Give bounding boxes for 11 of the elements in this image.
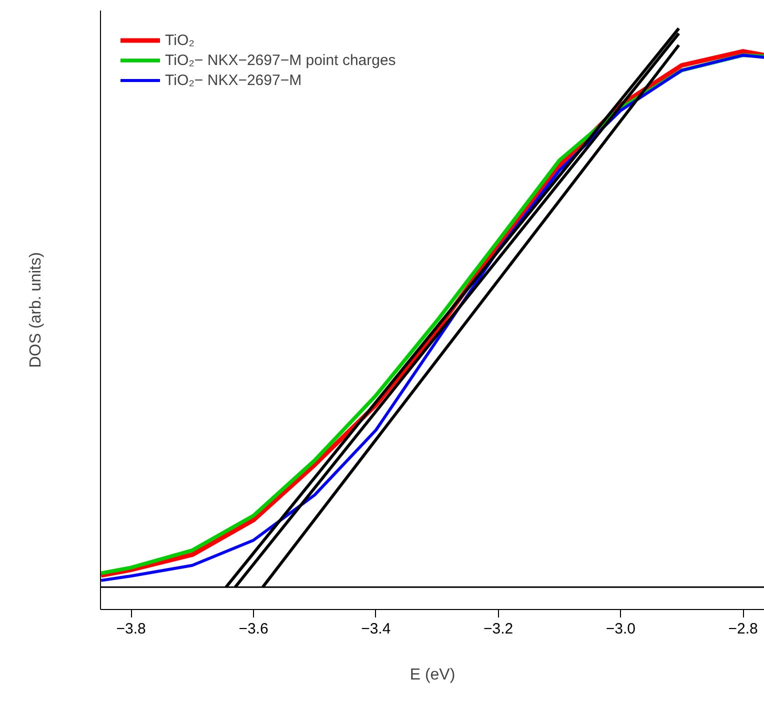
x-tick-label: −3.6 [238,620,268,638]
x-tick-label: −3.2 [483,620,514,638]
x-axis-title: E (eV) [410,666,456,684]
legend-label: TiO₂− NKX−2697−M point charges [165,52,396,68]
x-tick-label: −3.8 [116,620,146,638]
x-tick-label: −3.4 [361,620,391,638]
x-tick-label: −2.8 [728,620,758,638]
y-axis-title: DOS (arb. units) [28,252,44,368]
legend-label: TiO₂ [165,32,194,48]
x-tick-label: −3.0 [606,620,636,638]
legend-label: TiO₂− NKX−2697−M [165,72,302,88]
